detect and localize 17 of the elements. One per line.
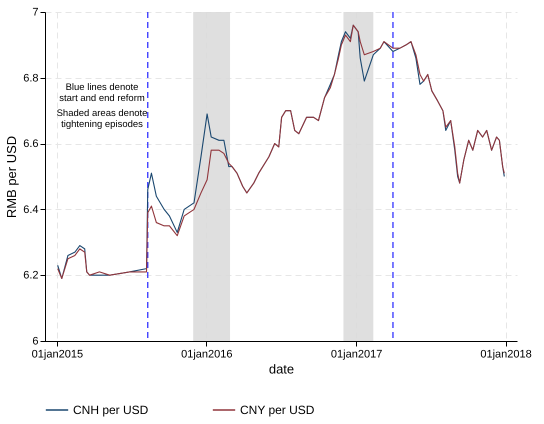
y-tick-label: 6.6 (23, 138, 38, 150)
y-tick-label: 6 (32, 336, 38, 348)
y-tick-label: 6.4 (23, 204, 38, 216)
x-tick-label: 01jan2018 (480, 348, 532, 360)
legend-label: CNH per USD (73, 403, 149, 417)
y-tick-label: 6.2 (23, 270, 38, 282)
x-tick-label: 01jan2016 (181, 348, 232, 360)
annotation: Blue lines denote start and end reform (59, 82, 145, 104)
legend-label: CNY per USD (240, 403, 315, 417)
line-series (57, 24, 505, 280)
y-axis-title: RMB per USD (4, 136, 20, 218)
x-tick-label: 01jan2015 (32, 348, 84, 360)
annotation: Shaded areas denote tightening episodes (56, 108, 148, 130)
y-tick-label: 7 (32, 6, 38, 18)
x-tick-label: 01jan2017 (330, 348, 382, 360)
y-tick-label: 6.8 (23, 72, 38, 84)
x-axis-title: date (268, 362, 294, 376)
